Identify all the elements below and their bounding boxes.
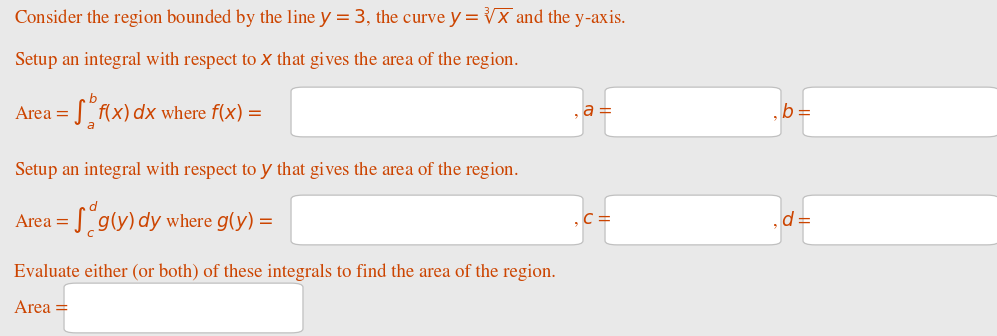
FancyBboxPatch shape [291,87,583,137]
Text: , $c$ =: , $c$ = [573,211,611,229]
FancyBboxPatch shape [291,195,583,245]
Text: , $a$ =: , $a$ = [573,103,612,121]
Text: Consider the region bounded by the line $y = 3$, the curve $y = \sqrt[3]{x}$ and: Consider the region bounded by the line … [14,6,626,30]
FancyBboxPatch shape [605,195,781,245]
FancyBboxPatch shape [803,87,997,137]
Text: Setup an integral with respect to $y$ that gives the area of the region.: Setup an integral with respect to $y$ th… [14,159,518,181]
Text: Setup an integral with respect to $x$ that gives the area of the region.: Setup an integral with respect to $x$ th… [14,49,518,71]
Text: Evaluate either (or both) of these integrals to find the area of the region.: Evaluate either (or both) of these integ… [14,263,556,281]
FancyBboxPatch shape [803,195,997,245]
Text: Area = $\int_c^d g(y)\,dy$ where $g(y)=$: Area = $\int_c^d g(y)\,dy$ where $g(y)=$ [14,200,273,240]
FancyBboxPatch shape [605,87,781,137]
Text: , $b$ =: , $b$ = [772,101,812,123]
Text: Area = $\int_a^b f(x)\,dx$ where $f(x)=$: Area = $\int_a^b f(x)\,dx$ where $f(x)=$ [14,92,262,132]
Text: , $d$ =: , $d$ = [772,209,812,231]
FancyBboxPatch shape [64,283,303,333]
Text: Area =: Area = [14,299,68,317]
